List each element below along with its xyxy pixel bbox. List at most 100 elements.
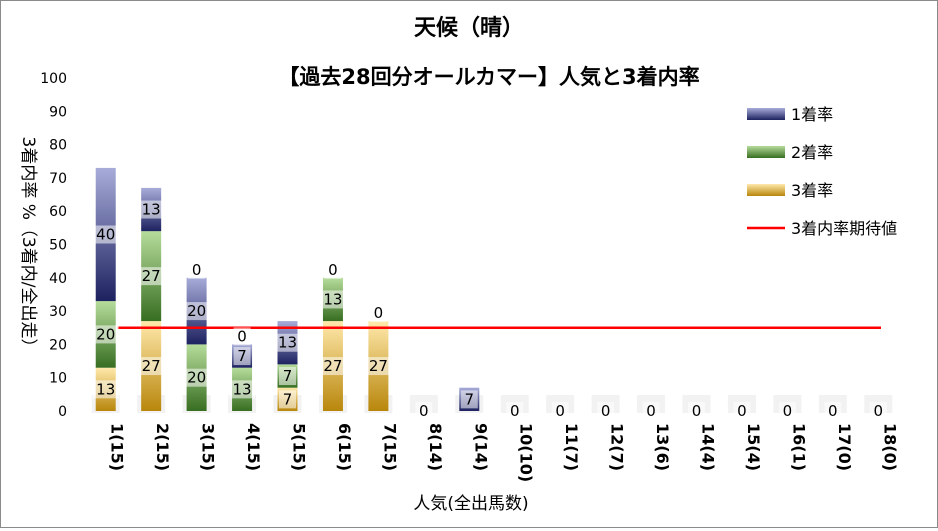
data-label-bg bbox=[688, 402, 705, 420]
x-tick-label: 17(0) bbox=[835, 423, 854, 471]
data-label-bg bbox=[92, 325, 119, 344]
x-tick-label: 2(15) bbox=[153, 423, 172, 471]
data-label-bg bbox=[319, 357, 346, 376]
data-label: 7 bbox=[465, 390, 475, 408]
data-label: 13 bbox=[233, 380, 252, 398]
x-tick-label: 7(15) bbox=[380, 423, 399, 471]
data-label-bg bbox=[597, 402, 615, 420]
data-label: 0 bbox=[237, 327, 247, 345]
y-tick-label: 60 bbox=[49, 204, 67, 220]
data-label-bg bbox=[233, 347, 251, 366]
x-tick-label: 6(15) bbox=[335, 423, 354, 471]
data-label: 13 bbox=[142, 201, 161, 219]
data-label-bg bbox=[324, 260, 342, 279]
data-label-bg bbox=[824, 402, 842, 420]
data-label-bg bbox=[506, 402, 524, 420]
data-label: 13 bbox=[96, 380, 115, 398]
x-tick-label: 3(15) bbox=[199, 423, 218, 471]
data-label: 27 bbox=[369, 357, 388, 375]
data-label-bg bbox=[415, 402, 433, 420]
data-label: 0 bbox=[737, 402, 747, 420]
data-label: 0 bbox=[646, 402, 656, 420]
x-tick-label: 14(4) bbox=[699, 423, 718, 471]
legend-place2: 2着率 bbox=[747, 143, 833, 162]
x-axis-ticks: 1(15) 2(15) 3(15) 4(15) 5(15) 6(15) 7(15) 8(14)… bbox=[108, 423, 900, 482]
data-label: 0 bbox=[783, 402, 793, 420]
x-tick-label: 9(14) bbox=[471, 423, 490, 471]
data-label: 7 bbox=[283, 367, 293, 385]
data-label-bg bbox=[233, 327, 251, 346]
y-tick-label: 100 bbox=[40, 71, 67, 87]
legend-win-swatch bbox=[747, 108, 785, 120]
chart-title: 天候（晴） bbox=[414, 15, 524, 41]
data-label-bg bbox=[778, 402, 796, 420]
x-tick-label: 5(15) bbox=[290, 423, 309, 471]
data-label: 0 bbox=[192, 261, 202, 279]
data-label-bg bbox=[138, 200, 165, 219]
y-tick-label: 80 bbox=[49, 138, 67, 154]
legend-expected: 3着内率期待値 bbox=[747, 219, 897, 238]
data-label: 0 bbox=[419, 402, 429, 420]
x-tick-label: 13(6) bbox=[653, 423, 672, 471]
x-tick-label: 8(14) bbox=[426, 423, 445, 471]
x-tick-label: 18(0) bbox=[880, 423, 899, 471]
data-label: 40 bbox=[96, 226, 115, 244]
data-label: 27 bbox=[142, 267, 161, 285]
y-tick-label: 10 bbox=[49, 371, 67, 387]
data-label: 13 bbox=[323, 290, 342, 308]
data-label-bg bbox=[642, 402, 660, 420]
legend-place3-swatch bbox=[747, 184, 785, 196]
data-label: 0 bbox=[328, 261, 338, 279]
data-label-bg bbox=[279, 367, 296, 386]
y-tick-label: 0 bbox=[58, 404, 67, 420]
data-label: 20 bbox=[187, 369, 206, 387]
x-tick-label: 1(15) bbox=[108, 423, 127, 471]
data-label-bg bbox=[138, 267, 165, 286]
data-label: 0 bbox=[510, 402, 520, 420]
data-label-bg bbox=[369, 304, 387, 323]
data-label: 0 bbox=[374, 304, 384, 322]
data-label: 13 bbox=[278, 334, 297, 352]
data-label: 7 bbox=[283, 390, 293, 408]
data-label-bg bbox=[733, 402, 751, 420]
data-label-bg bbox=[551, 402, 569, 420]
x-tick-label: 10(10) bbox=[517, 423, 536, 482]
legend: 1着率 2着率 3着率 3着内率期待値 bbox=[747, 105, 897, 238]
data-label-bg bbox=[138, 357, 165, 376]
data-label-bg bbox=[92, 225, 119, 244]
data-label-bg bbox=[229, 380, 256, 399]
x-tick-label: 4(15) bbox=[244, 423, 263, 471]
y-tick-label: 90 bbox=[49, 104, 67, 120]
y-tick-label: 20 bbox=[49, 337, 67, 353]
data-label: 27 bbox=[323, 357, 342, 375]
y-tick-label: 50 bbox=[49, 238, 67, 254]
legend-expected-label: 3着内率期待値 bbox=[791, 219, 897, 238]
data-label: 27 bbox=[142, 357, 161, 375]
data-label-bg bbox=[319, 290, 346, 309]
y-tick-label: 40 bbox=[49, 271, 67, 287]
category-backgrounds bbox=[91, 395, 893, 413]
data-label: 0 bbox=[555, 402, 565, 420]
legend-place2-label: 2着率 bbox=[791, 143, 833, 162]
data-label-bg bbox=[183, 302, 210, 321]
y-tick-label: 70 bbox=[49, 171, 67, 187]
legend-win: 1着率 bbox=[747, 105, 833, 124]
x-tick-label: 16(1) bbox=[789, 423, 808, 471]
data-label: 20 bbox=[96, 325, 115, 343]
data-label-bg bbox=[188, 260, 206, 279]
legend-place2-swatch bbox=[747, 146, 785, 158]
data-label-bg bbox=[92, 380, 119, 399]
data-label: 0 bbox=[828, 402, 838, 420]
data-label: 20 bbox=[187, 302, 206, 320]
data-label: 0 bbox=[601, 402, 611, 420]
data-label-bg bbox=[365, 357, 392, 376]
y-axis-ticks: 0 10 20 30 40 50 60 70 80 90 100 bbox=[40, 71, 67, 420]
x-axis-label: 人気(全出馬数) bbox=[413, 494, 528, 514]
y-tick-label: 30 bbox=[49, 304, 67, 320]
chart-subtitle: 【過去28回分オールカマー】人気と3着内率 bbox=[278, 65, 699, 89]
x-tick-label: 12(7) bbox=[608, 423, 627, 471]
x-tick-label: 15(4) bbox=[744, 423, 763, 471]
legend-win-label: 1着率 bbox=[791, 105, 833, 124]
